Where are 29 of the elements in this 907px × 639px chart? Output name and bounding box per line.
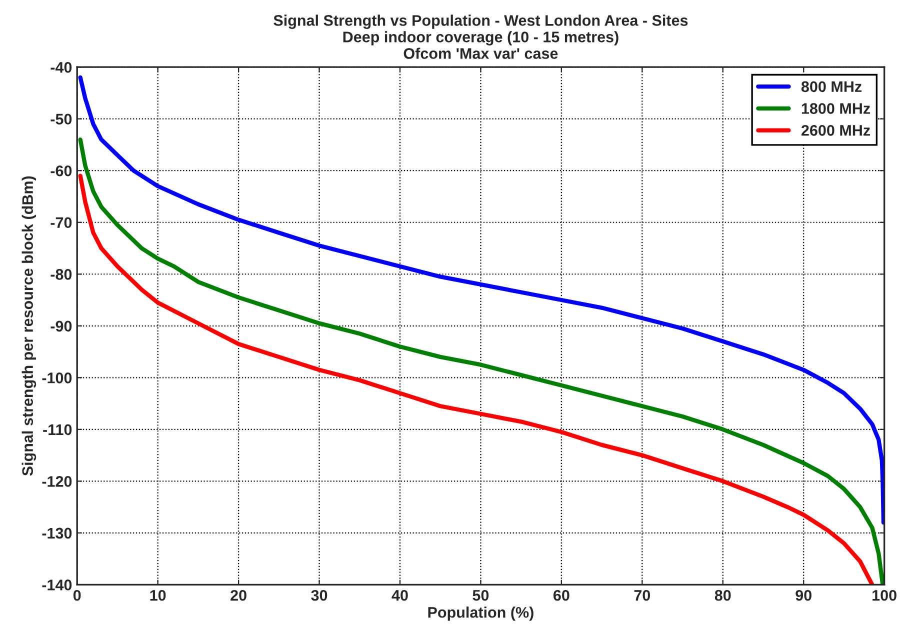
x-tick-label: 30 (311, 590, 328, 601)
x-tick-label: 90 (796, 590, 812, 601)
x-axis-title: Population (%) (428, 606, 534, 621)
x-tick-label: 50 (472, 590, 489, 601)
y-tick-label: -140 (42, 580, 72, 590)
y-tick-label: -50 (50, 114, 72, 125)
y-tick-label: -60 (50, 165, 72, 176)
y-tick-label: -90 (50, 320, 72, 332)
y-tick-label: -70 (50, 217, 72, 228)
y-tick-label: -100 (42, 372, 72, 384)
y-tick-label: -110 (43, 424, 72, 436)
y-tick-label: -130 (42, 528, 72, 539)
y-axis-title: Signal strength per resource block (dBm) (22, 176, 36, 476)
chart-title: Signal Strength vs Population - West London Area - Sites Deep indoor coverage (10 - 15 metres) Ofcom 'Max var' case (274, 14, 688, 59)
x-tick-label: 20 (230, 590, 246, 601)
legend-label: 800 MHz (801, 81, 862, 92)
y-tick-label: -80 (50, 269, 72, 280)
line-series (78, 75, 884, 525)
legend-label: 1800 MHz (802, 103, 870, 114)
x-tick-label: 10 (150, 590, 166, 601)
y-tick-label: -120 (42, 476, 72, 487)
x-tick-label: 0 (73, 590, 81, 601)
x-tick-label: 40 (392, 590, 408, 601)
x-tick-label: 60 (553, 590, 570, 601)
x-tick-label: 80 (714, 590, 731, 601)
y-tick-label: -40 (50, 62, 72, 73)
legend-label: 2600 MHz (801, 125, 870, 136)
x-tick-label: 100 (872, 590, 896, 601)
x-tick-label: 70 (634, 590, 650, 601)
